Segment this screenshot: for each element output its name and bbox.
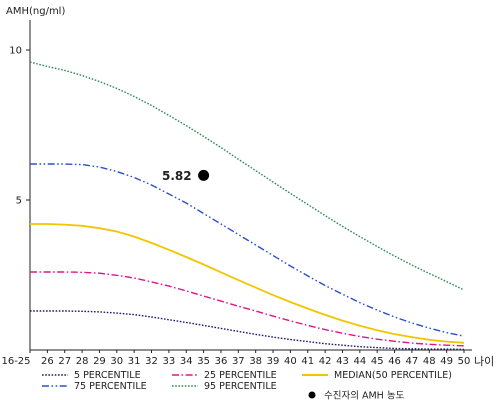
x-tick-label: 33 [163,356,176,367]
x-tick-label: 32 [145,356,158,367]
x-tick-label: 31 [128,356,141,367]
series-line [29,61,465,291]
x-tick-label: 27 [58,356,71,367]
x-tick-label: 46 [388,356,401,367]
series-line [30,223,465,344]
x-tick-label: 16-25 [1,356,30,367]
x-tick-label: 50 [458,356,471,367]
x-tick-label: 38 [249,356,262,367]
x-tick-label: 35 [197,356,210,367]
x-tick-label: 39 [267,356,280,367]
x-tick-label: 42 [319,356,332,367]
legend-label: 수진자의 AMH 농도 [324,391,405,400]
x-tick-label: 45 [371,356,384,367]
legend-label: 5 PERCENTILE [74,370,141,381]
patient-amh-point [198,169,210,181]
x-tick-label: 28 [76,356,89,367]
x-tick-label: 37 [232,356,245,367]
x-tick-label: 47 [406,356,419,367]
series-line [30,310,465,351]
x-tick-label: 49 [440,356,453,367]
x-tick-label: 30 [110,356,123,367]
legend-label: 25 PERCENTILE [204,370,277,381]
x-tick-label: 26 [41,356,54,367]
patient-amh-value-label: 5.82 [162,169,192,183]
series-line [30,163,465,337]
legend-point-marker [308,391,316,399]
x-tick-label: 36 [215,356,228,367]
x-tick-label: 41 [301,356,314,367]
series-line [30,271,465,347]
y-tick-label: 10 [9,46,22,57]
y-axis-title: AMH(ng/ml) [6,6,65,17]
legend-label: 75 PERCENTILE [74,381,147,392]
legend-label: MEDIAN(50 PERCENTILE) [334,370,452,381]
x-tick-label: 29 [93,356,106,367]
legend-label: 95 PERCENTILE [204,381,277,392]
x-tick-label: 44 [353,356,366,367]
legend: 5 PERCENTILE 25 PERCENTILE MEDIAN(50 PERCE… [42,370,452,400]
x-tick-label: 48 [423,356,436,367]
x-axis-title: 나이 [474,355,494,368]
y-tick-label: 5 [16,196,22,207]
x-tick-label: 43 [336,356,349,367]
plot-area: 5 10 16-25 26 27 28 29 30 31 32 33 34 35 36 37 38 39 40 41… [1,20,494,368]
x-tick-label: 40 [284,356,297,367]
x-tick-label: 34 [180,356,193,367]
